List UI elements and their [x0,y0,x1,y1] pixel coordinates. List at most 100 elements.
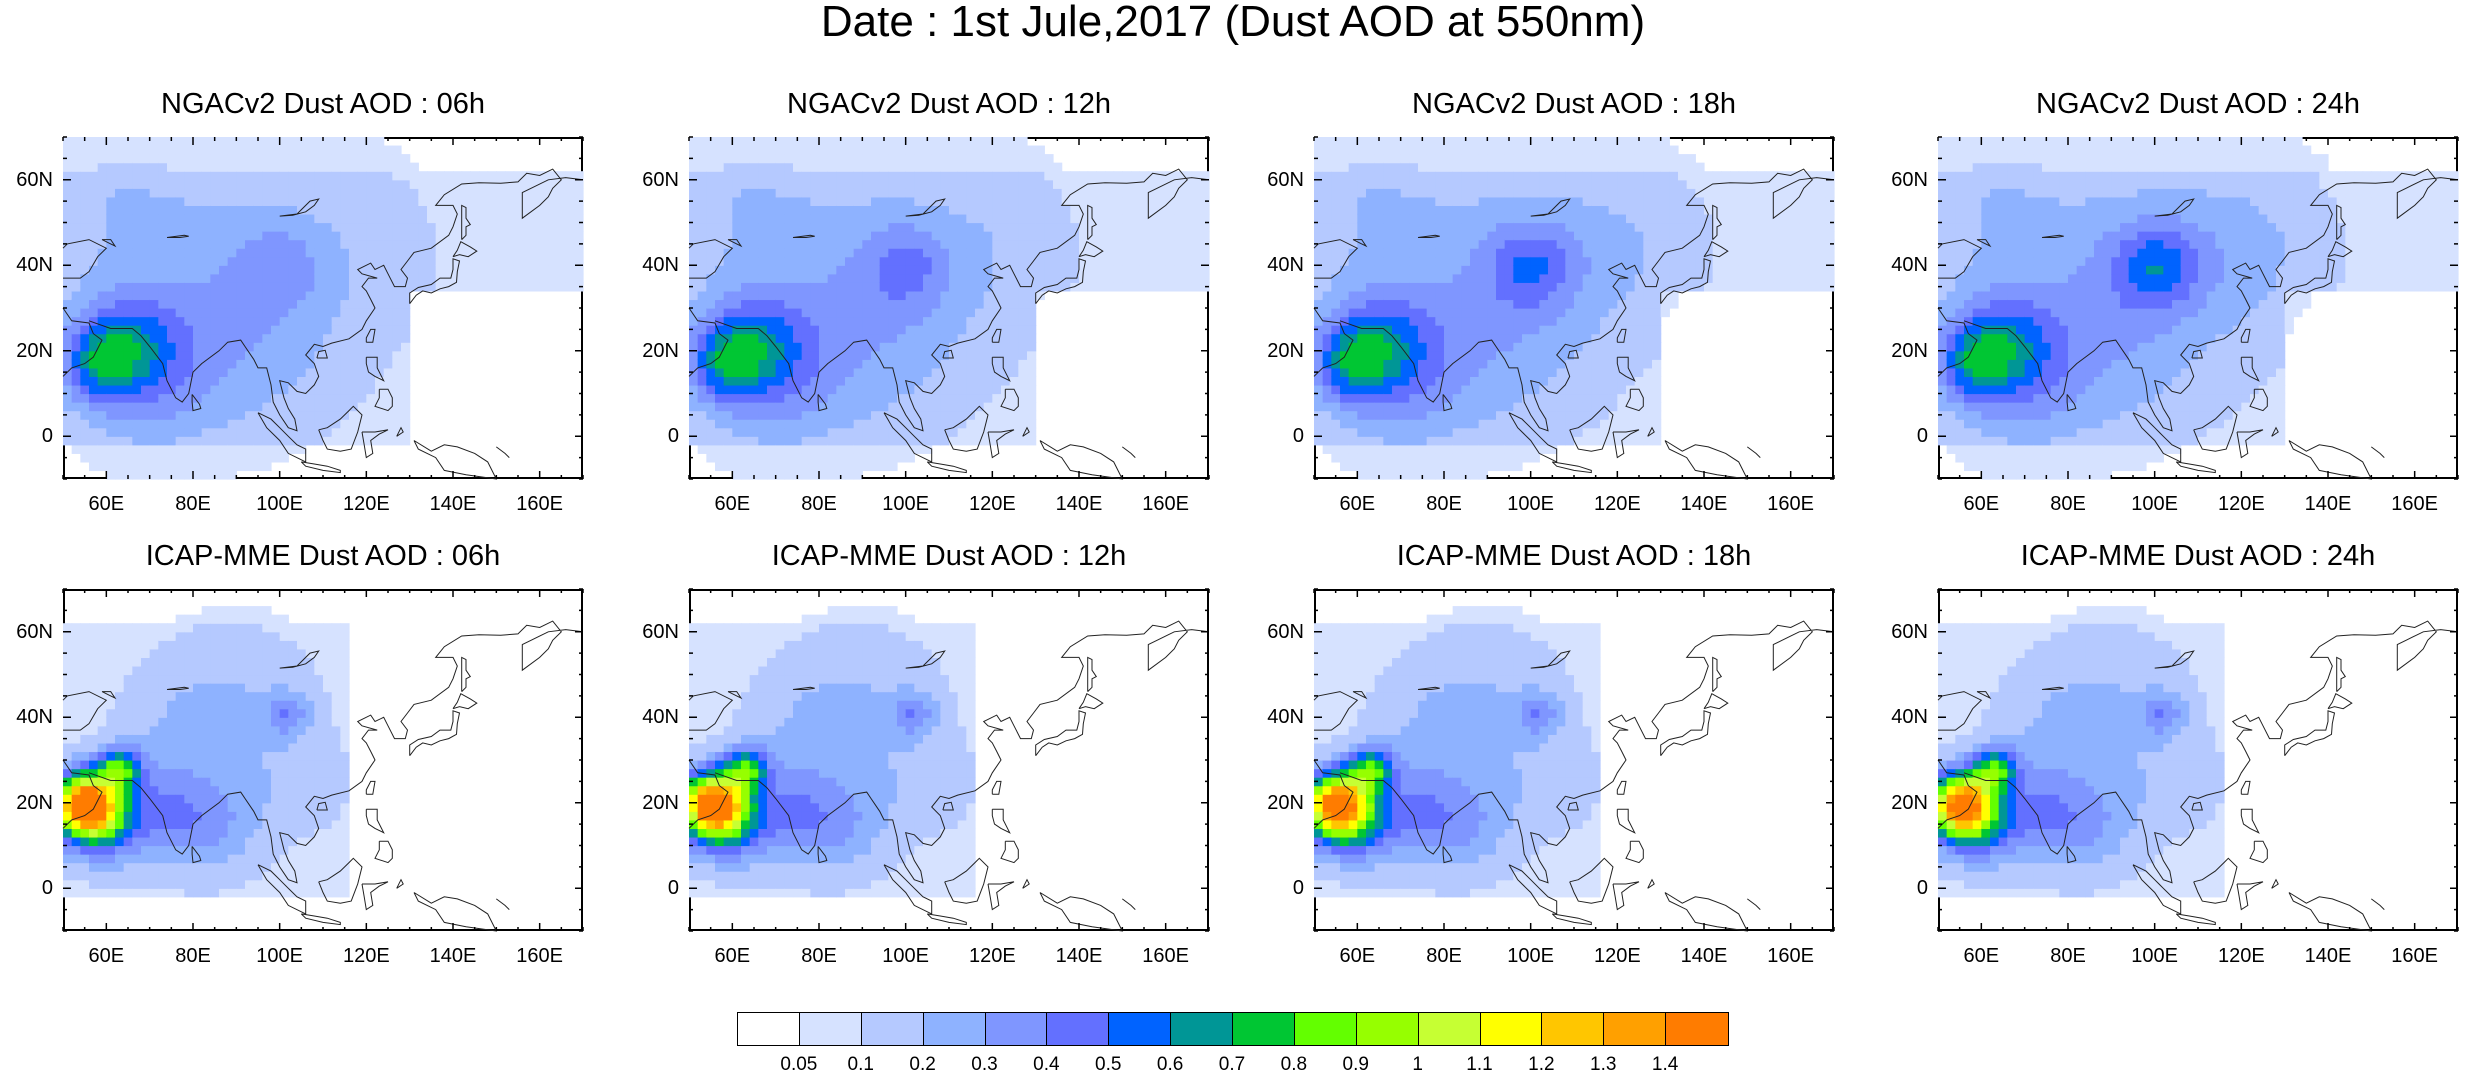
lon-tick-label: 60E [71,945,141,967]
lon-tick-label: 140E [418,945,488,967]
lat-tick-label: 0 [1868,425,1928,447]
lon-tick-label: 80E [2033,945,2103,967]
lat-tick-label: 20N [1868,340,1928,362]
lon-tick-label: 60E [1946,945,2016,967]
lat-tick-label: 40N [1868,706,1928,728]
aod-map [689,137,1209,479]
lon-tick-label: 160E [1756,945,1826,967]
lat-tick-label: 40N [619,706,679,728]
panel-title: ICAP-MME Dust AOD : 06h [3,539,643,573]
lat-tick-label: 60N [1868,621,1928,643]
lat-tick-label: 40N [1868,254,1928,276]
lat-tick-label: 60N [1244,169,1304,191]
colorbar-swatch [1046,1012,1109,1046]
panel-title: NGACv2 Dust AOD : 06h [3,87,643,121]
lon-tick-label: 80E [2033,493,2103,515]
colorbar-label: 0.1 [831,1054,891,1076]
lon-tick-label: 120E [2206,493,2276,515]
lat-tick-label: 40N [619,254,679,276]
lat-tick-label: 20N [0,792,53,814]
panel-title: NGACv2 Dust AOD : 24h [1878,87,2466,121]
lat-tick-label: 20N [619,792,679,814]
colorbar [737,1012,1727,1046]
colorbar-swatch [799,1012,862,1046]
lon-tick-label: 160E [505,945,575,967]
map-plot-area [1938,137,2458,479]
aod-field [63,606,350,897]
colorbar-label: 0.5 [1078,1054,1138,1076]
map-plot-area [1314,589,1834,931]
lon-tick-label: 80E [784,945,854,967]
lon-tick-label: 80E [1409,493,1479,515]
lat-tick-label: 40N [1244,706,1304,728]
lon-tick-label: 80E [1409,945,1479,967]
colorbar-swatch [1232,1012,1295,1046]
lon-tick-label: 60E [1322,945,1392,967]
panel-title: NGACv2 Dust AOD : 12h [629,87,1269,121]
lon-tick-label: 140E [1669,945,1739,967]
lon-tick-label: 120E [331,493,401,515]
colorbar-label: 0.8 [1264,1054,1324,1076]
colorbar-label: 0.05 [769,1054,829,1076]
lon-tick-label: 120E [957,945,1027,967]
aod-field [1314,606,1601,897]
panel-title: NGACv2 Dust AOD : 18h [1254,87,1894,121]
lon-tick-label: 80E [158,493,228,515]
aod-map [1314,137,1834,479]
colorbar-label: 1.4 [1635,1054,1695,1076]
lon-tick-label: 80E [784,493,854,515]
colorbar-label: 1.1 [1450,1054,1510,1076]
lon-tick-label: 120E [2206,945,2276,967]
aod-map [1938,589,2458,931]
lat-tick-label: 20N [1868,792,1928,814]
map-plot-area [1314,137,1834,479]
lon-tick-label: 140E [1044,945,1114,967]
panel-title: ICAP-MME Dust AOD : 24h [1878,539,2466,573]
lon-tick-label: 60E [1946,493,2016,515]
lat-tick-label: 40N [0,706,53,728]
aod-map [1314,589,1834,931]
lon-tick-label: 140E [418,493,488,515]
lon-tick-label: 140E [2293,493,2363,515]
lat-tick-label: 0 [1868,877,1928,899]
aod-map [689,589,1209,931]
colorbar-swatch [1170,1012,1233,1046]
lon-tick-label: 160E [2380,493,2450,515]
colorbar-label: 0.2 [893,1054,953,1076]
lon-tick-label: 120E [957,493,1027,515]
lat-tick-label: 0 [1244,877,1304,899]
lat-tick-label: 20N [1244,340,1304,362]
lon-tick-label: 100E [245,945,315,967]
lon-tick-label: 100E [2120,493,2190,515]
colorbar-swatch [923,1012,986,1046]
lat-tick-label: 60N [0,169,53,191]
lat-tick-label: 0 [0,425,53,447]
lat-tick-label: 60N [0,621,53,643]
lon-tick-label: 140E [1044,493,1114,515]
lat-tick-label: 0 [619,425,679,447]
colorbar-label: 1.3 [1573,1054,1633,1076]
map-plot-area [1938,589,2458,931]
colorbar-swatch [985,1012,1048,1046]
lon-tick-label: 120E [1582,493,1652,515]
lon-tick-label: 60E [1322,493,1392,515]
lat-tick-label: 0 [619,877,679,899]
map-plot-area [63,137,583,479]
panel-title: ICAP-MME Dust AOD : 18h [1254,539,1894,573]
colorbar-label: 0.9 [1326,1054,1386,1076]
lon-tick-label: 120E [331,945,401,967]
aod-map [1938,137,2458,479]
lon-tick-label: 160E [505,493,575,515]
colorbar-label: 0.6 [1140,1054,1200,1076]
lat-tick-label: 0 [1244,425,1304,447]
lon-tick-label: 100E [245,493,315,515]
colorbar-swatch [1294,1012,1357,1046]
lat-tick-label: 40N [0,254,53,276]
colorbar-swatch [737,1012,800,1046]
